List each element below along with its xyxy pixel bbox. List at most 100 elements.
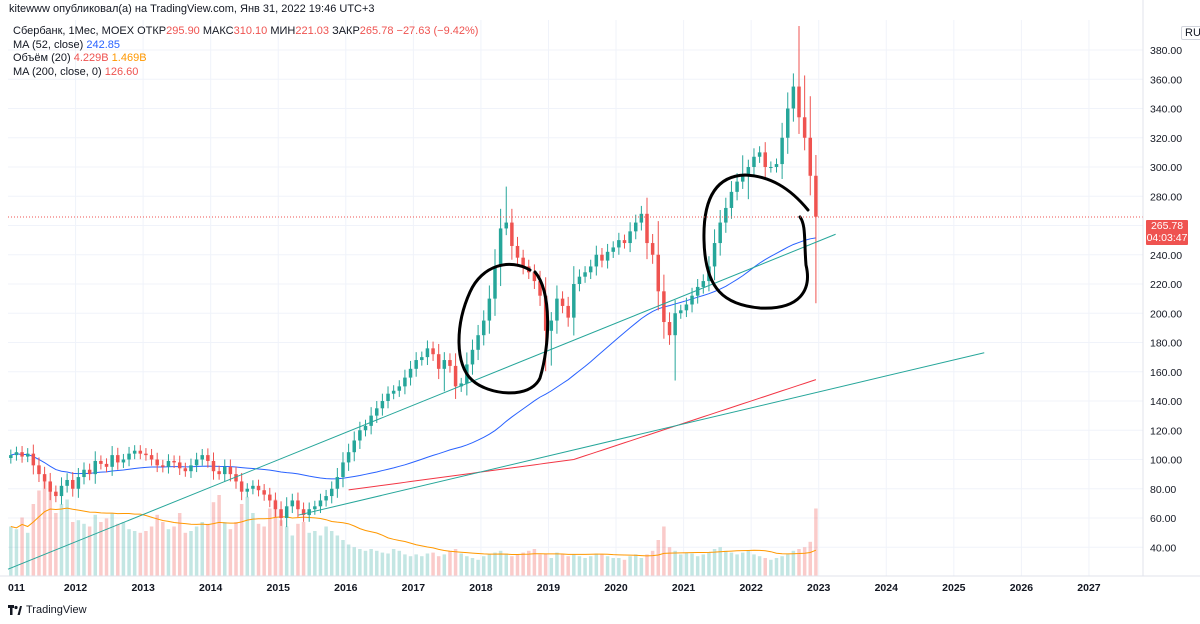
volume-bar [605,556,610,576]
volume-bar [493,552,497,576]
candle-body [217,471,221,475]
volume-bar [532,549,537,576]
volume-bar [594,553,599,576]
time-tick-label: 2014 [199,582,223,594]
volume-bar [414,554,418,576]
volume-bar [465,556,469,576]
price-tick-label: 220.00 [1150,279,1182,291]
volume-bar [549,558,554,576]
price-tick-label: 300.00 [1150,162,1182,174]
candle-body [369,415,373,426]
candle-body [121,459,126,463]
candle-body [206,455,210,461]
candle-body [48,481,52,492]
symbol-title[interactable]: Сбербанк, 1Мес, MOEX [13,25,135,37]
volume-bar [318,535,323,576]
candle-body [42,474,47,482]
volume-bar [329,531,334,576]
candle-body [87,469,92,475]
volume-ma-path [10,507,817,557]
volume-bar [476,559,480,576]
volume-bar [498,550,503,576]
volume-bar [37,490,41,576]
volume-bar [774,558,779,576]
volume-bar [149,526,154,576]
volume-bar [656,540,661,576]
candle-body [408,368,413,378]
candle-body [662,291,666,323]
volume-bar [735,554,739,576]
price-tick-label: 380.00 [1150,45,1182,57]
volume-bar [31,504,36,576]
candle-body [701,281,706,287]
candle-body [628,231,632,244]
legend-volume[interactable]: Объём (20) 4.229B 1.469B [13,52,478,66]
volume-bar [110,513,114,576]
candle-body [155,459,159,466]
legend-ma200[interactable]: MA (200, close, 0) 126.60 [13,66,478,80]
candle-body [346,452,351,463]
volume-bar [617,558,621,576]
volume-bar [504,553,508,576]
publisher-line: kitewww опубликовал(а) на TradingView.co… [9,3,375,15]
candle-body [104,463,109,467]
volume-bar [650,550,655,576]
candles [9,26,818,528]
candle-body [420,357,424,361]
candle-body [200,455,204,460]
candle-body [448,360,452,366]
candle-body [786,108,790,138]
volume-ma-line [10,507,817,557]
volume-bar [245,496,250,576]
candle-body [588,266,593,273]
volume-bar [301,522,306,576]
candle-body [487,298,492,321]
candle-body [650,243,655,255]
volume-bar [802,547,807,576]
candle-body [149,455,154,460]
candle-body [667,322,672,336]
volume-bar [335,535,340,576]
high-value: 310.10 [233,25,268,37]
time-tick-label: 2023 [807,582,831,594]
open-value: 295.90 [166,25,200,37]
close-value: 265.78 [359,25,394,37]
candle-body [549,320,554,331]
time-tick-label: 2025 [942,582,966,594]
volume-bar [797,549,801,576]
volume-bar [172,526,176,576]
high-label: МАКС [202,25,234,37]
volume-bar [633,554,638,576]
trendline-steep [7,233,836,570]
currency-badge[interactable]: RUB [1181,26,1200,40]
volume-bar [228,529,233,576]
candle-body [774,164,779,167]
close-label: ЗАКР [332,25,360,37]
candle-body [769,167,773,168]
volume-bar [82,523,86,576]
legend-ma52[interactable]: MA (52, close) 242.85 [13,39,478,53]
ma200-line [348,379,817,491]
candle-body [802,117,807,138]
time-tick-label: 011 [8,582,25,594]
price-tick-label: 320.00 [1150,133,1182,145]
time-tick-label: 2019 [537,582,561,594]
low-value: 221.03 [295,25,329,37]
candle-body [673,313,677,336]
time-tick-label: 2022 [739,582,763,594]
candle-body [560,298,565,306]
candle-body [752,156,756,167]
ma200-path [348,379,817,491]
volume-bar [729,552,734,576]
volume-bar [600,554,604,576]
volume-bar [14,529,19,576]
volume-ma-value: 1.469B [111,52,147,64]
time-tick-label: 2012 [64,582,88,594]
volume-bars [9,481,818,576]
volume-bar [555,552,559,576]
footer-brand[interactable]: TradingView [8,604,87,616]
volume-bar [239,504,244,576]
candle-body [639,213,644,223]
candle-body [20,452,24,457]
